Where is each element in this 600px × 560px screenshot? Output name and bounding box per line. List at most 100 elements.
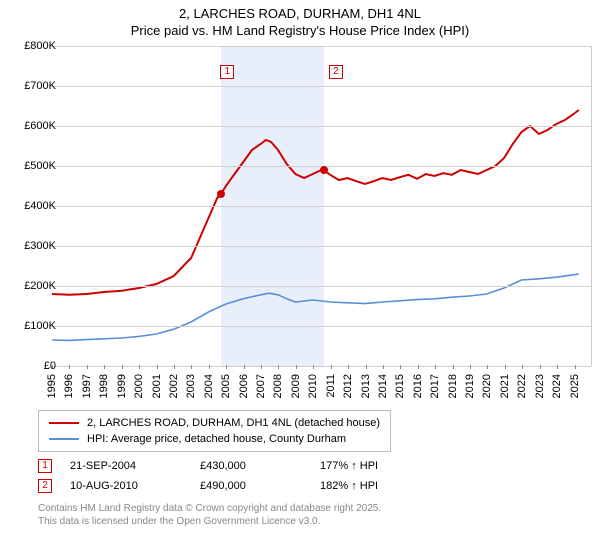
y-axis-label: £700K bbox=[6, 80, 56, 92]
legend-swatch bbox=[49, 422, 79, 424]
sale-marker-dot bbox=[320, 166, 328, 174]
x-axis-label: 2024 bbox=[551, 374, 563, 398]
x-tick bbox=[540, 365, 541, 369]
gridline bbox=[52, 366, 591, 367]
x-tick bbox=[296, 365, 297, 369]
x-tick bbox=[400, 365, 401, 369]
legend-label: HPI: Average price, detached house, Coun… bbox=[87, 433, 346, 445]
x-axis-label: 2018 bbox=[447, 374, 459, 398]
x-axis-label: 2002 bbox=[168, 374, 180, 398]
x-axis-label: 2011 bbox=[325, 374, 337, 398]
y-axis-label: £400K bbox=[6, 200, 56, 212]
x-tick bbox=[139, 365, 140, 369]
x-axis-label: 2001 bbox=[151, 374, 163, 398]
gridline bbox=[52, 86, 591, 87]
x-tick bbox=[261, 365, 262, 369]
x-tick bbox=[418, 365, 419, 369]
sale-row: 210-AUG-2010£490,000182% ↑ HPI bbox=[38, 476, 440, 496]
x-axis-label: 2008 bbox=[272, 374, 284, 398]
x-axis-label: 2015 bbox=[394, 374, 406, 398]
x-tick bbox=[348, 365, 349, 369]
legend-item: 2, LARCHES ROAD, DURHAM, DH1 4NL (detach… bbox=[49, 415, 380, 431]
x-axis-label: 1996 bbox=[63, 374, 75, 398]
x-axis-label: 1997 bbox=[81, 374, 93, 398]
x-axis-label: 1998 bbox=[98, 374, 110, 398]
x-axis-label: 1995 bbox=[46, 374, 58, 398]
sale-marker-dot bbox=[217, 190, 225, 198]
x-axis-label: 1999 bbox=[116, 374, 128, 398]
legend-swatch bbox=[49, 438, 79, 440]
chart-plot-area: 12 bbox=[52, 46, 592, 366]
x-tick bbox=[557, 365, 558, 369]
x-tick bbox=[470, 365, 471, 369]
x-axis-label: 2020 bbox=[481, 374, 493, 398]
gridline bbox=[52, 326, 591, 327]
x-tick bbox=[69, 365, 70, 369]
x-tick bbox=[522, 365, 523, 369]
chart-title-line1: 2, LARCHES ROAD, DURHAM, DH1 4NL bbox=[0, 6, 600, 21]
x-axis-label: 2009 bbox=[290, 374, 302, 398]
sale-price: £430,000 bbox=[200, 460, 320, 472]
y-axis-label: £200K bbox=[6, 280, 56, 292]
x-axis-label: 2017 bbox=[429, 374, 441, 398]
sale-price: £490,000 bbox=[200, 480, 320, 492]
x-tick bbox=[383, 365, 384, 369]
gridline bbox=[52, 46, 591, 47]
sales-table: 121-SEP-2004£430,000177% ↑ HPI210-AUG-20… bbox=[38, 456, 440, 496]
sale-marker-label: 2 bbox=[329, 65, 343, 79]
chart-legend: 2, LARCHES ROAD, DURHAM, DH1 4NL (detach… bbox=[38, 410, 391, 452]
sale-hpi: 177% ↑ HPI bbox=[320, 460, 440, 472]
x-tick bbox=[366, 365, 367, 369]
x-tick bbox=[278, 365, 279, 369]
gridline bbox=[52, 246, 591, 247]
x-axis-labels: 1995199619971998199920002001200220032004… bbox=[52, 368, 592, 408]
sale-date: 10-AUG-2010 bbox=[70, 480, 200, 492]
gridline bbox=[52, 286, 591, 287]
gridline bbox=[52, 126, 591, 127]
x-axis-label: 2006 bbox=[238, 374, 250, 398]
x-axis-label: 2010 bbox=[307, 374, 319, 398]
sale-marker-label: 1 bbox=[220, 65, 234, 79]
x-axis-label: 2012 bbox=[342, 374, 354, 398]
x-axis-label: 2014 bbox=[377, 374, 389, 398]
x-axis-label: 2000 bbox=[133, 374, 145, 398]
chart-footer: Contains HM Land Registry data © Crown c… bbox=[38, 502, 381, 528]
x-axis-label: 2004 bbox=[203, 374, 215, 398]
x-tick bbox=[505, 365, 506, 369]
y-axis-label: £800K bbox=[6, 40, 56, 52]
x-axis-label: 2021 bbox=[499, 374, 511, 398]
series-price_paid bbox=[52, 110, 579, 295]
x-tick bbox=[174, 365, 175, 369]
x-axis-label: 2019 bbox=[464, 374, 476, 398]
legend-item: HPI: Average price, detached house, Coun… bbox=[49, 431, 380, 447]
chart-title-line2: Price paid vs. HM Land Registry's House … bbox=[0, 23, 600, 38]
x-tick bbox=[209, 365, 210, 369]
y-axis-label: £500K bbox=[6, 160, 56, 172]
sale-row-marker: 1 bbox=[38, 459, 52, 473]
x-axis-label: 2025 bbox=[569, 374, 581, 398]
x-tick bbox=[453, 365, 454, 369]
y-axis-label: £100K bbox=[6, 320, 56, 332]
x-axis-label: 2023 bbox=[534, 374, 546, 398]
gridline bbox=[52, 206, 591, 207]
x-tick bbox=[191, 365, 192, 369]
legend-label: 2, LARCHES ROAD, DURHAM, DH1 4NL (detach… bbox=[87, 417, 380, 429]
x-axis-label: 2013 bbox=[360, 374, 372, 398]
x-tick bbox=[157, 365, 158, 369]
series-hpi bbox=[52, 274, 579, 340]
y-axis-label: £600K bbox=[6, 120, 56, 132]
x-tick bbox=[313, 365, 314, 369]
chart-container: 2, LARCHES ROAD, DURHAM, DH1 4NL Price p… bbox=[0, 0, 600, 560]
sale-row-marker: 2 bbox=[38, 479, 52, 493]
y-axis-label: £0 bbox=[6, 360, 56, 372]
x-tick bbox=[331, 365, 332, 369]
footer-line1: Contains HM Land Registry data © Crown c… bbox=[38, 502, 381, 515]
x-tick bbox=[104, 365, 105, 369]
x-tick bbox=[435, 365, 436, 369]
chart-header: 2, LARCHES ROAD, DURHAM, DH1 4NL Price p… bbox=[0, 0, 600, 40]
x-tick bbox=[244, 365, 245, 369]
x-tick bbox=[87, 365, 88, 369]
footer-line2: This data is licensed under the Open Gov… bbox=[38, 515, 381, 528]
x-tick bbox=[487, 365, 488, 369]
x-tick bbox=[575, 365, 576, 369]
